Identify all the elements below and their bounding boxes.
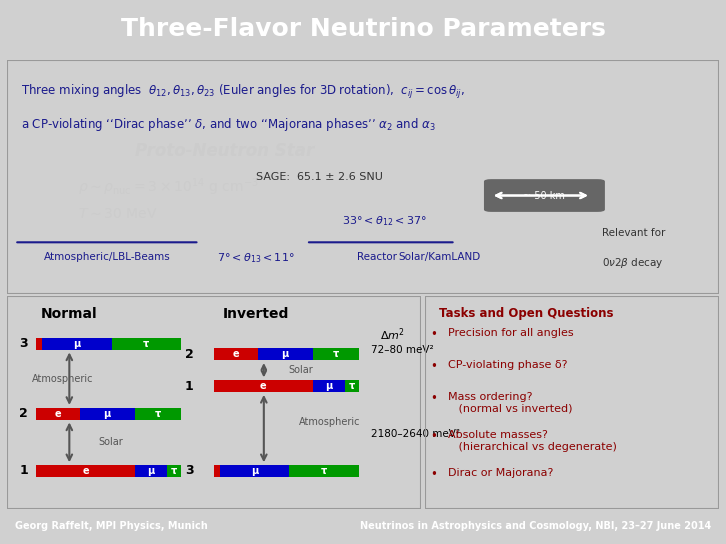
Bar	[313, 380, 345, 392]
Bar	[135, 408, 181, 419]
Bar	[36, 338, 42, 349]
Text: μ: μ	[282, 349, 289, 359]
Text: μ: μ	[104, 409, 111, 419]
Bar	[425, 296, 719, 509]
Bar	[214, 380, 313, 392]
Text: •: •	[431, 360, 438, 373]
Bar	[290, 465, 359, 477]
Bar	[80, 408, 135, 419]
Bar	[36, 408, 80, 419]
Text: CP-violating phase δ?: CP-violating phase δ?	[448, 360, 568, 370]
Text: 3: 3	[185, 465, 194, 478]
Text: 2: 2	[20, 407, 28, 420]
Text: Tasks and Open Questions: Tasks and Open Questions	[439, 307, 614, 320]
Text: τ: τ	[333, 349, 339, 359]
Text: Atmospheric: Atmospheric	[299, 417, 361, 427]
Text: •: •	[431, 430, 438, 443]
Text: 2: 2	[185, 348, 194, 361]
Bar	[258, 349, 313, 360]
Text: ~ 50 km: ~ 50 km	[523, 190, 566, 201]
Text: $\Delta m^2$: $\Delta m^2$	[380, 326, 405, 343]
FancyBboxPatch shape	[484, 179, 605, 212]
Text: 3: 3	[20, 337, 28, 350]
Text: e: e	[54, 409, 61, 419]
Bar	[42, 338, 112, 349]
Text: 2180–2640 meV²: 2180–2640 meV²	[372, 429, 460, 440]
Text: •: •	[431, 468, 438, 481]
Text: Inverted: Inverted	[222, 307, 289, 321]
Text: e: e	[82, 466, 89, 476]
Text: τ: τ	[143, 339, 150, 349]
Bar	[112, 338, 181, 349]
Text: •: •	[431, 392, 438, 405]
Text: $33° < \theta_{12} < 37°$: $33° < \theta_{12} < 37°$	[342, 214, 427, 228]
Text: τ: τ	[348, 381, 355, 391]
Text: Normal: Normal	[41, 307, 97, 321]
Text: τ: τ	[155, 409, 161, 419]
Text: Neutrinos in Astrophysics and Cosmology, NBI, 23–27 June 2014: Neutrinos in Astrophysics and Cosmology,…	[360, 521, 711, 531]
Bar	[166, 465, 181, 477]
Text: Solar: Solar	[289, 365, 314, 375]
Bar	[135, 465, 166, 477]
Text: $T \sim 30\ \mathrm{MeV}$: $T \sim 30\ \mathrm{MeV}$	[78, 207, 158, 221]
Text: Solar: Solar	[98, 437, 123, 447]
Text: a CP-violating $\lq\lq$Dirac phase$\rq\rq$ $\delta$, and two $\lq\lq$Majorana ph: a CP-violating $\lq\lq$Dirac phase$\rq\r…	[22, 116, 436, 133]
Text: Solar/KamLAND: Solar/KamLAND	[399, 252, 481, 262]
Text: Atmospheric/LBL-Beams: Atmospheric/LBL-Beams	[44, 252, 170, 262]
Bar	[214, 349, 258, 360]
Text: Three-Flavor Neutrino Parameters: Three-Flavor Neutrino Parameters	[121, 16, 605, 41]
Bar	[313, 349, 359, 360]
Text: Georg Raffelt, MPI Physics, Munich: Georg Raffelt, MPI Physics, Munich	[15, 521, 207, 531]
Text: μ: μ	[251, 466, 258, 476]
Text: Mass ordering?
   (normal vs inverted): Mass ordering? (normal vs inverted)	[448, 392, 573, 413]
Bar	[345, 380, 359, 392]
Bar	[220, 465, 290, 477]
Text: Absolute masses?
   (hierarchical vs degenerate): Absolute masses? (hierarchical vs degene…	[448, 430, 617, 452]
Text: 72–80 meV²: 72–80 meV²	[372, 344, 434, 355]
Bar	[7, 296, 421, 509]
Text: Proto-Neutron Star: Proto-Neutron Star	[135, 141, 314, 160]
Text: τ: τ	[321, 466, 327, 476]
Text: 0$\nu$2$\beta$ decay: 0$\nu$2$\beta$ decay	[603, 256, 664, 270]
Text: μ: μ	[147, 466, 154, 476]
Text: τ: τ	[171, 466, 177, 476]
Text: e: e	[232, 349, 239, 359]
Text: Atmospheric: Atmospheric	[32, 374, 94, 384]
Text: Dirac or Majorana?: Dirac or Majorana?	[448, 468, 554, 478]
Text: μ: μ	[73, 339, 81, 349]
Bar	[36, 465, 135, 477]
Text: μ: μ	[325, 381, 333, 391]
Text: Reactor: Reactor	[357, 252, 397, 262]
Text: $\rho \sim \rho_\mathrm{nuc} = 3 \times 10^{14}\ \mathrm{g\ cm}^{-3}$: $\rho \sim \rho_\mathrm{nuc} = 3 \times …	[78, 177, 259, 199]
Text: 1: 1	[20, 465, 28, 478]
Text: e: e	[260, 381, 266, 391]
Text: Precision for all angles: Precision for all angles	[448, 328, 574, 338]
Text: Three mixing angles  $\theta_{12}, \theta_{13}, \theta_{23}$ (Euler angles for 3: Three mixing angles $\theta_{12}, \theta…	[22, 83, 465, 101]
Text: SAGE:  65.1 ± 2.6 SNU: SAGE: 65.1 ± 2.6 SNU	[256, 172, 383, 182]
Text: •: •	[431, 328, 438, 341]
Text: $7° < \theta_{13} < 11°$: $7° < \theta_{13} < 11°$	[218, 252, 295, 265]
Text: Relevant for: Relevant for	[602, 228, 665, 238]
Text: 1: 1	[185, 380, 194, 393]
Bar	[214, 465, 220, 477]
